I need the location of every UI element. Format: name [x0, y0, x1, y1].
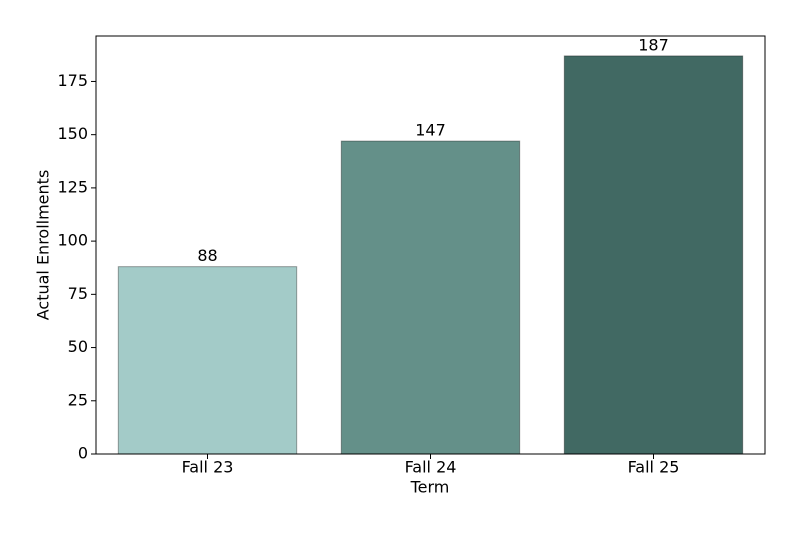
y-tick-label: 25 — [68, 390, 88, 409]
y-tick-label: 75 — [68, 284, 88, 303]
x-tick-label: Fall 25 — [628, 458, 680, 477]
y-tick-label: 175 — [57, 71, 88, 90]
y-tick-label: 50 — [68, 337, 88, 356]
bar — [563, 55, 744, 455]
y-tick-label: 100 — [57, 231, 88, 250]
data-label: 88 — [197, 246, 217, 265]
x-tick-label: Fall 24 — [405, 458, 457, 477]
y-tick-label: 125 — [57, 177, 88, 196]
plot-frame — [95, 35, 766, 455]
y-axis-label: Actual Enrollments — [34, 170, 53, 321]
x-tick-label: Fall 23 — [182, 458, 234, 477]
y-tick-label: 150 — [57, 124, 88, 143]
x-axis-label: Term — [410, 478, 450, 497]
y-tick-label: 0 — [78, 444, 88, 463]
data-label: 147 — [415, 121, 446, 140]
data-label: 187 — [638, 35, 669, 54]
bar — [117, 266, 298, 455]
bar — [340, 140, 521, 455]
